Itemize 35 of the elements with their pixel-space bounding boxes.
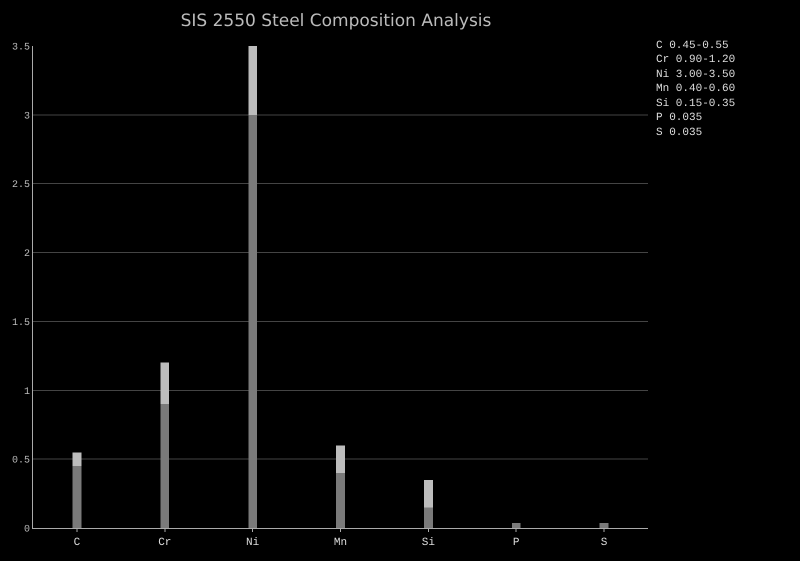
bar [160, 362, 170, 404]
x-tick-label: C [74, 537, 81, 550]
text: Ni 3.00-3.50 [656, 69, 736, 81]
chart-title: SIS 2550 Steel Composition Analysis [180, 10, 492, 31]
bar [336, 472, 345, 528]
y-tick-label: 1.5 [12, 318, 30, 329]
bar [600, 523, 608, 528]
text: P 0.035 [656, 112, 702, 124]
x-tick-label: S [600, 537, 608, 550]
x-tick-label: Si [422, 537, 436, 550]
bar [248, 46, 258, 115]
y-tick-label: 2.5 [12, 180, 30, 192]
bar [72, 466, 82, 528]
x-tick-label: P [512, 537, 520, 550]
bar [424, 480, 433, 508]
y-tick-label: 0.5 [12, 456, 30, 467]
text: Si 0.15-0.35 [656, 98, 736, 110]
bar [72, 452, 82, 466]
bar [160, 404, 170, 528]
text: Cr 0.90-1.20 [656, 54, 736, 66]
y-tick-label: 3.5 [12, 42, 30, 54]
y-tick-label: 2 [24, 249, 30, 260]
bar [424, 507, 433, 528]
x-tick-label: Mn [334, 537, 348, 550]
bar [512, 523, 521, 528]
y-tick-label: 3 [24, 111, 30, 122]
bar [248, 114, 258, 528]
text: Mn 0.40-0.60 [656, 83, 736, 95]
bar [336, 445, 345, 473]
x-tick-label: Ni [246, 537, 260, 550]
y-tick-label: 1 [24, 386, 30, 398]
text: S 0.035 [656, 127, 702, 139]
y-tick-label: 0 [24, 524, 30, 536]
x-tick-label: Cr [158, 537, 172, 550]
text: C 0.45-0.55 [656, 40, 729, 52]
